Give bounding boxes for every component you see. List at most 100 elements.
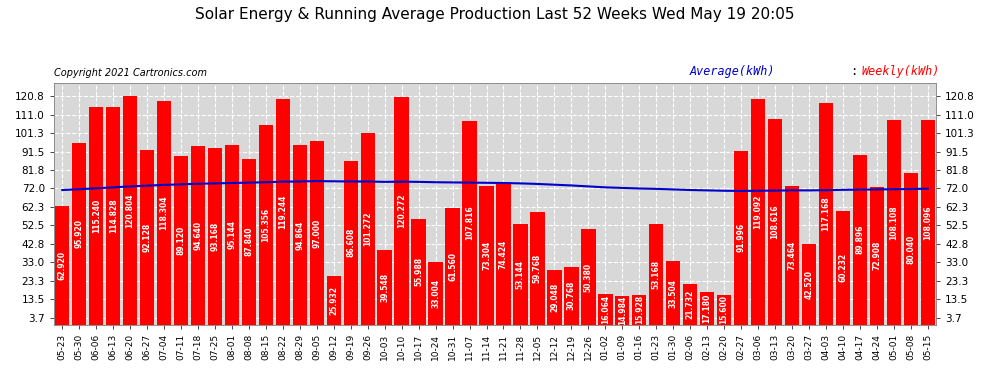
Text: 120.272: 120.272 (397, 194, 406, 228)
Bar (700, 292, 715, 325)
Text: 105.356: 105.356 (261, 208, 270, 242)
Bar (802, 244, 816, 325)
Bar (208, 148, 222, 325)
Bar (819, 103, 834, 325)
Bar (412, 219, 426, 325)
Bar (598, 294, 613, 325)
Bar (496, 184, 511, 325)
Text: 53.168: 53.168 (651, 260, 660, 289)
Bar (72, 143, 86, 325)
Text: 29.048: 29.048 (549, 283, 559, 312)
Text: 89.896: 89.896 (855, 225, 864, 254)
Text: 16.064: 16.064 (601, 295, 610, 324)
Text: 95.144: 95.144 (228, 220, 237, 249)
Bar (683, 284, 697, 325)
Text: 74.424: 74.424 (499, 240, 508, 269)
Text: 62.920: 62.920 (57, 251, 66, 280)
Text: Average(kWh): Average(kWh) (689, 64, 774, 78)
Text: 94.864: 94.864 (295, 220, 304, 250)
Text: 50.380: 50.380 (584, 262, 593, 292)
Bar (921, 120, 935, 325)
Bar (275, 99, 290, 325)
Bar (904, 173, 918, 325)
Bar (89, 106, 103, 325)
Bar (581, 230, 596, 325)
Text: 114.828: 114.828 (109, 199, 118, 233)
Bar (191, 146, 205, 325)
Bar (887, 120, 901, 325)
Bar (123, 96, 138, 325)
Text: 42.520: 42.520 (805, 270, 814, 299)
Bar (717, 295, 732, 325)
Text: 25.932: 25.932 (330, 286, 339, 315)
Bar (327, 276, 341, 325)
Text: 117.168: 117.168 (822, 196, 831, 231)
Text: 21.732: 21.732 (686, 290, 695, 319)
Text: 39.548: 39.548 (380, 273, 389, 302)
Bar (106, 108, 121, 325)
Text: 120.804: 120.804 (126, 193, 135, 228)
Bar (513, 224, 528, 325)
Bar (615, 296, 630, 325)
Bar (852, 154, 867, 325)
Text: 119.244: 119.244 (278, 195, 287, 229)
Bar (531, 211, 544, 325)
Bar (377, 250, 392, 325)
Text: Solar Energy & Running Average Production Last 52 Weeks Wed May 19 20:05: Solar Energy & Running Average Productio… (195, 8, 795, 22)
Text: 93.168: 93.168 (211, 222, 220, 251)
Text: 15.600: 15.600 (720, 296, 729, 324)
Bar (156, 101, 171, 325)
Text: 107.816: 107.816 (465, 206, 474, 240)
Bar (360, 133, 375, 325)
Bar (429, 262, 443, 325)
Text: 86.608: 86.608 (346, 228, 355, 258)
Text: 94.640: 94.640 (193, 220, 203, 250)
Bar (258, 125, 273, 325)
Bar (750, 99, 765, 325)
Bar (836, 211, 850, 325)
Text: 59.768: 59.768 (533, 254, 542, 283)
Text: 61.560: 61.560 (448, 252, 457, 281)
Bar (55, 206, 69, 325)
Bar (479, 186, 494, 325)
Bar (666, 261, 680, 325)
Text: 72.908: 72.908 (872, 241, 881, 270)
Text: 89.120: 89.120 (176, 226, 185, 255)
Text: 108.096: 108.096 (924, 205, 933, 240)
Bar (869, 187, 884, 325)
Bar (462, 121, 477, 325)
Text: 60.232: 60.232 (839, 253, 847, 282)
Text: 73.304: 73.304 (482, 241, 491, 270)
Text: 55.988: 55.988 (414, 257, 423, 286)
Text: 15.928: 15.928 (635, 295, 644, 324)
Text: Weekly(kWh): Weekly(kWh) (861, 64, 940, 78)
Bar (293, 145, 307, 325)
Text: 17.180: 17.180 (703, 294, 712, 323)
Bar (768, 119, 782, 325)
Text: 115.240: 115.240 (92, 199, 101, 233)
Text: 92.128: 92.128 (143, 223, 151, 252)
Bar (785, 186, 799, 325)
Bar (649, 224, 663, 325)
Text: 33.504: 33.504 (668, 279, 678, 308)
Bar (394, 97, 409, 325)
Text: 108.616: 108.616 (770, 205, 779, 239)
Text: 119.092: 119.092 (753, 195, 762, 229)
Text: Copyright 2021 Cartronics.com: Copyright 2021 Cartronics.com (53, 68, 207, 78)
Bar (734, 151, 748, 325)
Bar (632, 295, 646, 325)
Text: 101.272: 101.272 (363, 211, 372, 246)
Text: 73.464: 73.464 (787, 241, 797, 270)
Bar (344, 161, 358, 325)
Bar (310, 141, 324, 325)
Bar (547, 270, 561, 325)
Text: 95.920: 95.920 (74, 219, 84, 249)
Bar (242, 159, 256, 325)
Text: 80.040: 80.040 (906, 234, 916, 264)
Text: 108.108: 108.108 (889, 205, 898, 240)
Text: 30.768: 30.768 (567, 281, 576, 310)
Bar (225, 145, 240, 325)
Bar (446, 208, 459, 325)
Bar (140, 150, 154, 325)
Text: 87.840: 87.840 (245, 227, 253, 256)
